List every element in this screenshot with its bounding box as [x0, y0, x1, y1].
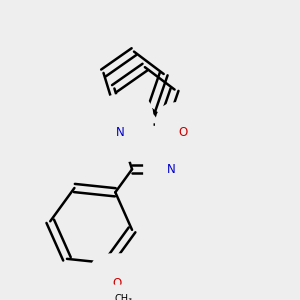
Text: CH₃: CH₃	[115, 294, 133, 300]
Text: O: O	[178, 126, 188, 139]
Text: O: O	[121, 118, 130, 130]
Text: O: O	[112, 277, 122, 290]
Text: N: N	[167, 163, 176, 176]
Text: N: N	[116, 126, 124, 139]
